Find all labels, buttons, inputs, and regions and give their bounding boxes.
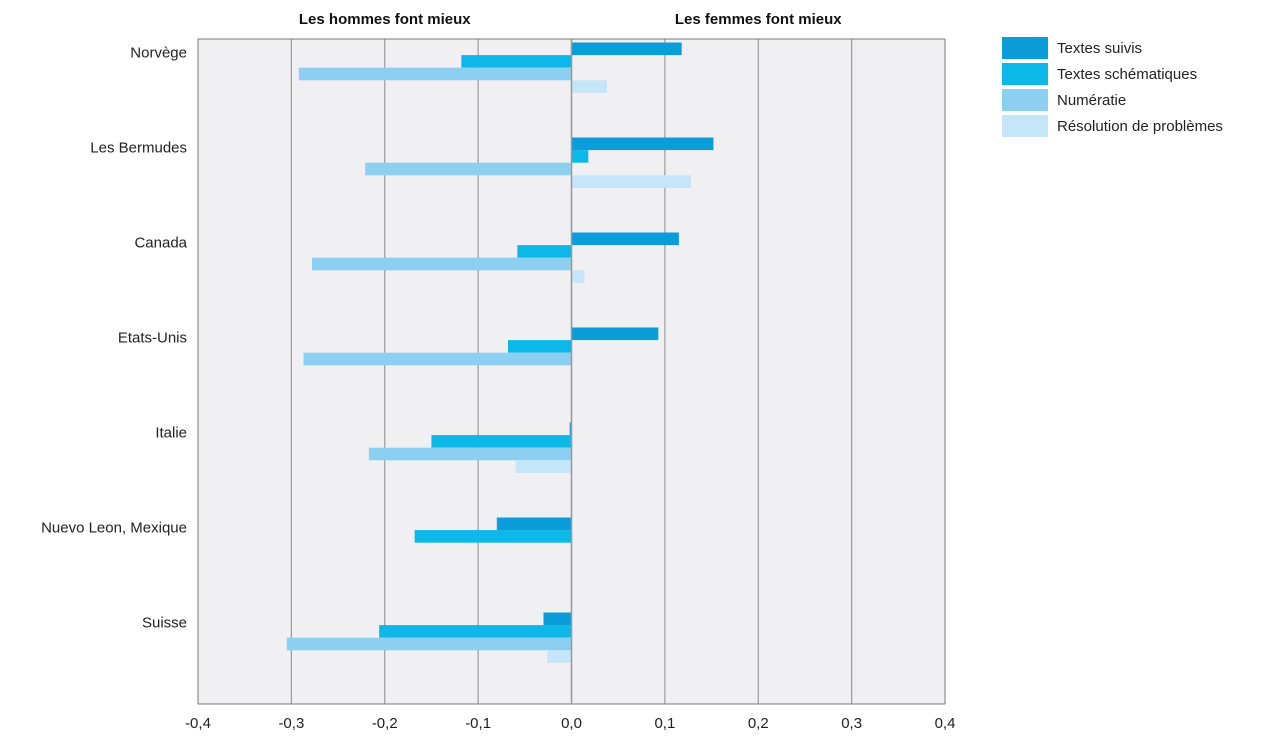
legend: Textes suivis Textes schématiques Numérati… [1002,37,1223,137]
bar [311,257,572,271]
legend-swatch [1002,89,1048,111]
category-label: Norvège [130,45,187,62]
bar [571,80,607,93]
x-tick-label: 0,0 [561,715,582,732]
bar [517,245,572,258]
x-tick-label: -0,2 [372,715,398,732]
category-labels: Norvège Les Bermudes Canada Etats-Unis Itali… [41,45,188,632]
legend-label: Textes schématiques [1057,66,1197,83]
bar [543,612,572,626]
x-tick-label: -0,3 [278,715,304,732]
bar [571,232,679,246]
bar [303,352,572,366]
x-tick-label: 0,2 [748,715,769,732]
category-label: Etats-Unis [118,330,187,347]
bar [571,175,692,188]
bar [461,55,572,68]
bar [379,625,572,638]
category-label: Nuevo Leon, Mexique [41,520,187,537]
x-tick-label: 0,3 [841,715,862,732]
legend-swatch [1002,63,1048,85]
x-tick-label: 0,1 [654,715,675,732]
bar [547,650,572,663]
bar [414,530,572,543]
legend-swatch [1002,37,1048,59]
bar [496,517,572,531]
bar [515,460,572,473]
header-men-better: Les hommes font mieux [299,11,471,28]
bar [368,447,572,461]
x-tick-labels: -0,4 -0,3 -0,2 -0,1 0,0 0,1 0,2 0,3 0,4 [185,715,955,732]
bar [571,327,659,341]
axes [197,38,946,705]
x-tick-label: -0,4 [185,715,211,732]
legend-label: Résolution de problèmes [1057,118,1223,135]
header-women-better: Les femmes font mieux [675,11,842,28]
bars [286,42,714,663]
category-label: Canada [134,235,187,252]
bar [571,137,714,151]
bar [298,67,572,81]
bar [365,162,572,176]
bar [569,422,572,436]
bar [508,340,572,353]
category-label: Italie [155,425,187,442]
category-label: Les Bermudes [90,140,187,157]
bar [571,42,682,56]
category-label: Suisse [142,615,187,632]
bar [286,637,572,651]
x-tick-label: 0,4 [935,715,956,732]
x-tick-label: -0,1 [465,715,491,732]
bar [431,435,572,448]
bar [571,150,589,163]
bar [571,270,585,283]
legend-label: Numératie [1057,92,1126,109]
legend-label: Textes suivis [1057,40,1142,57]
legend-swatch [1002,115,1048,137]
